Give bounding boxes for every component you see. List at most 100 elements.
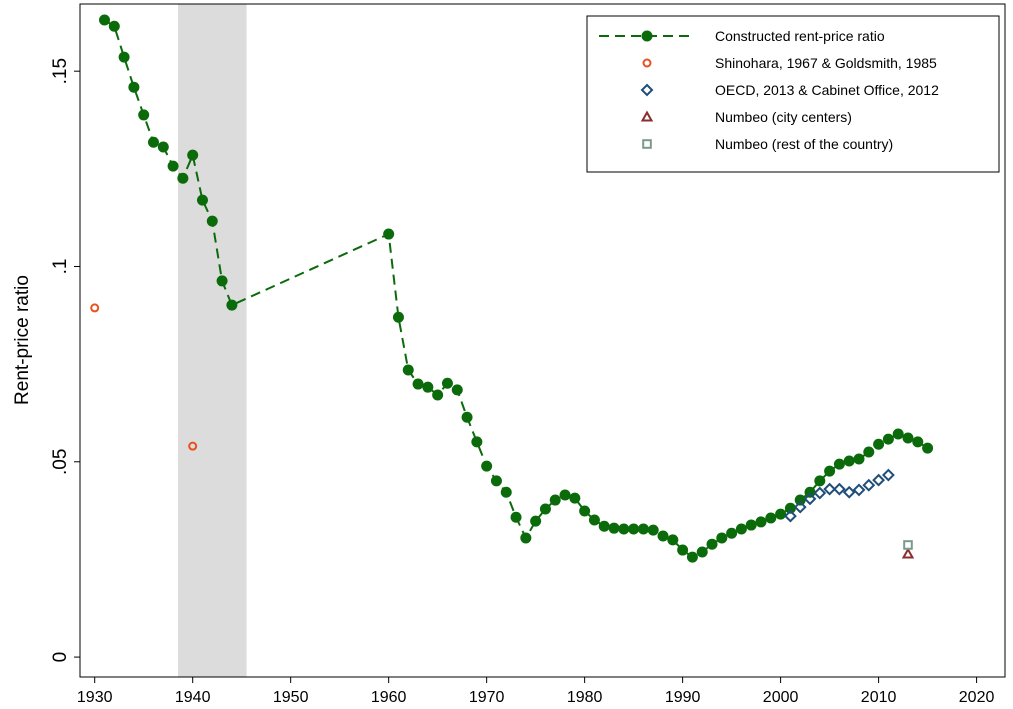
- data-point: [549, 494, 561, 506]
- x-tick-label: 1940: [175, 689, 211, 706]
- legend-label: Numbeo (rest of the country): [715, 136, 893, 152]
- data-point: [481, 460, 493, 472]
- legend-label: Constructed rent-price ratio: [715, 28, 885, 44]
- data-point: [842, 485, 856, 499]
- x-tick-label: 1990: [665, 689, 701, 706]
- x-tick-label: 2020: [959, 689, 995, 706]
- data-point: [579, 505, 591, 517]
- data-point: [451, 384, 463, 396]
- data-point: [441, 377, 453, 389]
- y-tick-label: .1: [50, 259, 71, 275]
- data-point: [892, 428, 904, 440]
- legend-label: Numbeo (city centers): [715, 109, 852, 125]
- legend-marker: [640, 110, 654, 122]
- data-point: [500, 486, 512, 498]
- data-point: [216, 275, 228, 287]
- data-point: [196, 194, 208, 206]
- data-point: [628, 523, 640, 535]
- data-point: [177, 172, 189, 184]
- data-point: [706, 538, 718, 550]
- data-point: [862, 478, 876, 492]
- data-point: [392, 311, 404, 323]
- data-point: [226, 299, 238, 311]
- data-point: [716, 532, 728, 544]
- data-point: [147, 136, 159, 148]
- x-tick-label: 1930: [77, 689, 113, 706]
- legend-marker: [642, 58, 652, 68]
- legend-marker: [641, 30, 653, 42]
- x-tick-label: 2000: [763, 689, 799, 706]
- x-tick-label: 1960: [371, 689, 407, 706]
- data-point: [745, 519, 757, 531]
- data-point: [735, 523, 747, 535]
- data-point: [608, 522, 620, 534]
- data-point: [824, 465, 836, 477]
- data-point: [188, 441, 198, 451]
- data-point: [128, 81, 140, 93]
- legend-label: Shinohara, 1967 & Goldsmith, 1985: [715, 55, 937, 71]
- data-point: [206, 215, 218, 227]
- data-point: [510, 511, 522, 523]
- data-point: [726, 527, 738, 539]
- y-tick-label: 0: [50, 652, 71, 663]
- data-point: [902, 432, 914, 444]
- data-point: [598, 520, 610, 532]
- data-point: [461, 411, 473, 423]
- data-point: [98, 14, 110, 26]
- series-line: [103, 19, 929, 559]
- y-tick-label: .15: [50, 58, 71, 84]
- data-point: [843, 455, 855, 467]
- data-point: [755, 516, 767, 528]
- y-axis-label: Rent-price ratio: [12, 275, 33, 405]
- data-point: [852, 483, 866, 497]
- data-point: [490, 475, 502, 487]
- data-point: [833, 458, 845, 470]
- x-tick-label: 2010: [861, 689, 897, 706]
- data-point: [647, 524, 659, 536]
- data-point: [765, 512, 777, 524]
- data-point: [187, 149, 199, 161]
- legend-marker: [640, 83, 654, 97]
- legend: Constructed rent-price ratio Shinohara, 1…: [586, 15, 1000, 173]
- data-point: [804, 486, 816, 498]
- data-point: [167, 160, 179, 172]
- data-point: [402, 364, 414, 376]
- data-point: [696, 546, 708, 558]
- x-tick-label: 1950: [273, 689, 309, 706]
- data-point: [422, 381, 434, 393]
- data-point: [784, 502, 796, 514]
- data-point: [588, 514, 600, 526]
- data-point: [814, 475, 826, 487]
- data-point: [667, 534, 679, 546]
- data-point: [530, 515, 542, 527]
- legend-marker: [642, 139, 652, 149]
- data-point: [775, 508, 787, 520]
- data-point: [922, 442, 934, 454]
- data-point: [520, 532, 532, 544]
- data-point: [118, 51, 130, 63]
- data-point: [157, 141, 169, 153]
- data-point: [569, 492, 581, 504]
- data-point: [853, 453, 865, 465]
- x-tick-label: 1970: [469, 689, 505, 706]
- data-point: [872, 473, 886, 487]
- data-point: [901, 547, 915, 559]
- data-point: [539, 503, 551, 515]
- data-point: [903, 540, 913, 550]
- data-point: [823, 482, 837, 496]
- data-point: [882, 433, 894, 445]
- data-point: [637, 523, 649, 535]
- data-point: [471, 436, 483, 448]
- data-point: [657, 530, 669, 542]
- legend-label: OECD, 2013 & Cabinet Office, 2012: [715, 82, 939, 98]
- data-point: [783, 509, 797, 523]
- data-point: [793, 500, 807, 514]
- data-point: [832, 482, 846, 496]
- data-point: [881, 468, 895, 482]
- data-point: [803, 492, 817, 506]
- data-point: [863, 446, 875, 458]
- data-point: [677, 544, 689, 556]
- x-tick-label: 1980: [567, 689, 603, 706]
- data-point: [686, 551, 698, 563]
